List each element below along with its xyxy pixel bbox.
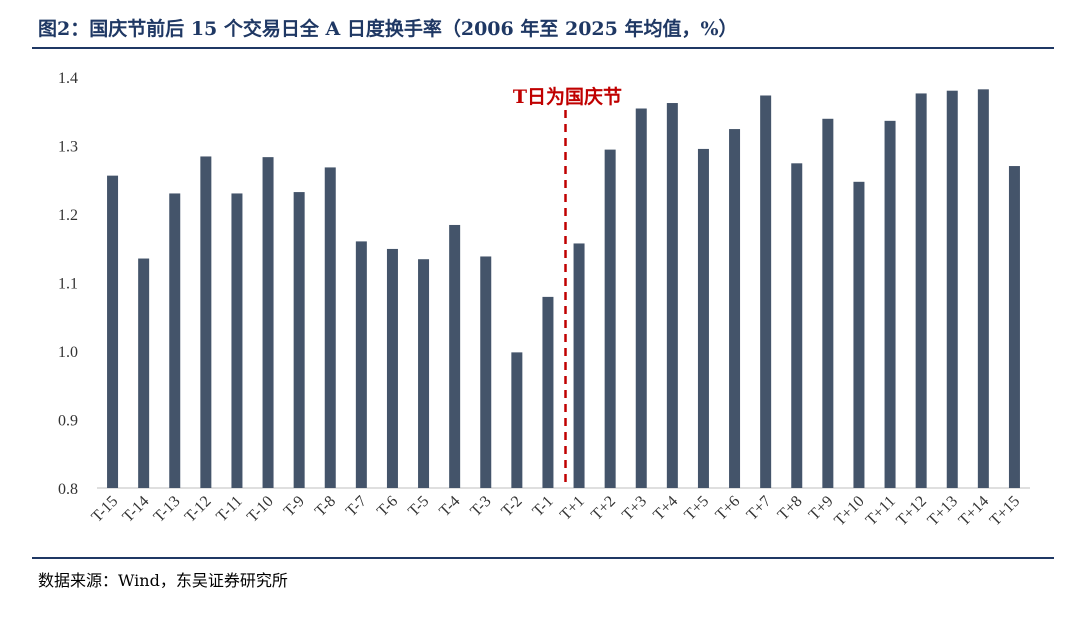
bar-T-10	[262, 157, 274, 488]
y-tick-label: 1.2	[58, 207, 78, 224]
x-tick-label: T-6	[374, 493, 401, 520]
holiday-annotation: T日为国庆节	[513, 85, 622, 108]
x-tick-label: T+7	[744, 493, 775, 524]
bar-T-4	[449, 224, 461, 488]
y-tick-label: 1.4	[58, 70, 78, 87]
y-tick-label: 1.1	[58, 276, 78, 293]
x-tick-label: T+13	[924, 493, 961, 530]
x-tick-label: T-13	[151, 493, 184, 526]
bar-T-5	[418, 259, 430, 488]
bars	[107, 89, 1020, 489]
bar-T-3	[480, 256, 492, 488]
bar-T+13	[946, 90, 958, 488]
x-tick-label: T-4	[436, 493, 463, 520]
x-tick-label: T+14	[956, 493, 993, 530]
x-tick-label: T+6	[712, 493, 743, 524]
bar-T-6	[386, 248, 398, 488]
bar-T-15	[107, 175, 119, 488]
bar-T-12	[200, 156, 212, 488]
bar-T-7	[355, 241, 367, 488]
x-tick-label: T+8	[775, 493, 806, 524]
x-tick-label: T+1	[557, 493, 588, 524]
x-tick-label: T-11	[213, 493, 246, 526]
x-tick-label: T+12	[893, 493, 930, 530]
y-tick-label: 0.8	[58, 481, 78, 498]
bar-T+3	[635, 108, 647, 488]
bar-T-2	[511, 352, 523, 488]
x-tick-label: T-7	[343, 493, 370, 520]
bar-T+10	[853, 181, 865, 488]
bar-T+5	[697, 148, 709, 489]
x-tick-label: T-10	[244, 493, 277, 526]
y-axis-ticks: 0.8 0.9 1.0 1.1 1.2 1.3 1.4	[58, 70, 78, 498]
x-tick-label: T+15	[987, 493, 1024, 530]
bar-T-1	[542, 296, 554, 488]
x-tick-label: T+4	[650, 493, 681, 524]
bar-T-9	[293, 192, 305, 488]
bar-T+4	[666, 103, 678, 488]
y-tick-label: 0.9	[58, 413, 78, 430]
x-tick-label: T+5	[681, 493, 712, 524]
top-divider	[32, 47, 1054, 49]
bar-T+8	[791, 163, 803, 488]
bottom-divider	[32, 557, 1054, 559]
bar-T+15	[1008, 166, 1020, 489]
bar-T+7	[760, 95, 772, 489]
bar-T+12	[915, 93, 927, 488]
x-tick-label: T-2	[498, 493, 525, 520]
x-tick-label: T+3	[619, 493, 650, 524]
bar-T-13	[169, 193, 181, 488]
bar-T+1	[573, 243, 585, 488]
x-tick-label: T+11	[863, 493, 899, 529]
bar-T-14	[138, 258, 150, 488]
bar-T+14	[977, 89, 989, 488]
x-tick-label: T-15	[88, 493, 121, 526]
x-tick-label: T-5	[405, 493, 432, 520]
x-tick-label: T+2	[588, 493, 619, 524]
bar-T+9	[822, 118, 834, 488]
y-tick-label: 1.3	[58, 139, 78, 156]
x-tick-label: T-9	[281, 493, 308, 520]
bar-T-8	[324, 167, 336, 489]
bar-T+2	[604, 149, 616, 489]
x-tick-label: T-14	[119, 493, 152, 526]
x-tick-label: T-3	[467, 493, 494, 520]
x-tick-label: T-12	[182, 493, 215, 526]
y-tick-label: 1.0	[58, 344, 78, 361]
x-axis-ticks: T-15T-14T-13T-12T-11T-10 T-9 T-8 T-7 T-6 T-5 T…	[88, 493, 1023, 530]
source-note: 数据来源：Wind，东吴证券研究所	[38, 571, 288, 590]
chart-title: 图2：国庆节前后 15 个交易日全 A 日度换手率（2006 年至 2025 年…	[38, 18, 738, 40]
bar-T+11	[884, 120, 896, 488]
x-tick-label: T+10	[831, 493, 868, 530]
bar-T+6	[729, 129, 741, 488]
x-tick-label: T-1	[529, 493, 556, 520]
x-tick-label: T-8	[312, 493, 339, 520]
bar-T-11	[231, 193, 243, 488]
